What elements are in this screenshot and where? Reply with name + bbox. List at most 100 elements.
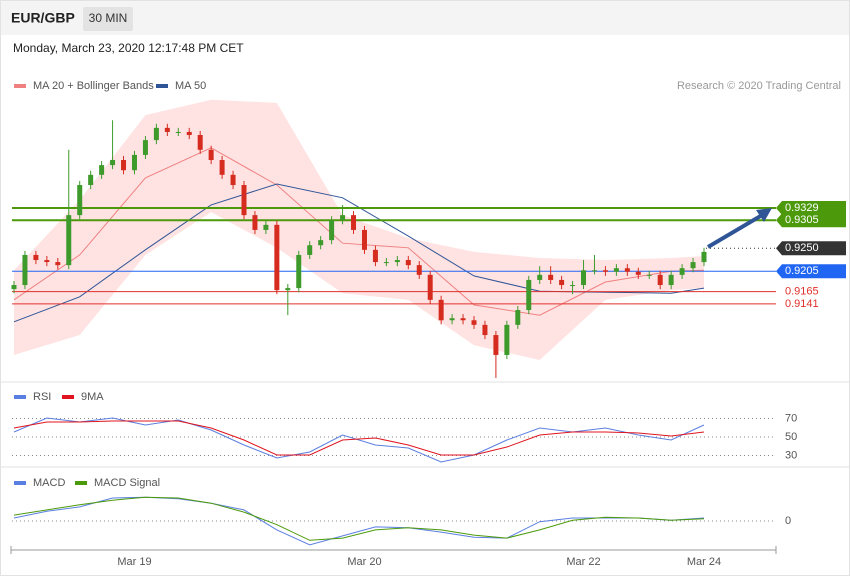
x-tick-label: Mar 24 bbox=[687, 556, 721, 568]
level-label: 0.9250 bbox=[785, 242, 819, 254]
credit: Research © 2020 Trading Central bbox=[677, 80, 841, 92]
candle-body bbox=[504, 324, 510, 355]
candle-body bbox=[526, 279, 532, 311]
y-tick-label: 70 bbox=[785, 412, 797, 424]
candle-body bbox=[493, 335, 499, 355]
candle-body bbox=[416, 265, 422, 275]
candle-body bbox=[263, 224, 269, 230]
y-tick-label: 50 bbox=[785, 431, 797, 443]
legend-swatch bbox=[14, 84, 26, 88]
candle-body bbox=[186, 131, 192, 136]
candle-body bbox=[241, 185, 247, 216]
legend-label: 9MA bbox=[81, 391, 104, 403]
candle-body bbox=[296, 254, 302, 289]
interval[interactable]: 30 MIN bbox=[89, 11, 128, 25]
candle-body bbox=[110, 160, 116, 166]
legend-swatch bbox=[14, 395, 26, 399]
level-label: 0.9165 bbox=[785, 286, 819, 298]
ma20-line bbox=[13, 147, 705, 316]
level-tag bbox=[776, 241, 846, 256]
candle-body bbox=[329, 220, 335, 241]
level-label: 0.9205 bbox=[785, 265, 819, 277]
candle-body bbox=[591, 270, 597, 272]
legend-label: RSI bbox=[33, 391, 51, 403]
legend-label: MA 50 bbox=[175, 80, 206, 92]
candle-body bbox=[701, 251, 707, 263]
candle-body bbox=[230, 174, 236, 186]
candle-body bbox=[66, 215, 72, 266]
candle-body bbox=[471, 320, 477, 325]
candle-body bbox=[427, 274, 433, 300]
candle-body bbox=[515, 310, 521, 325]
candle-body bbox=[482, 324, 488, 336]
candle-body bbox=[142, 140, 148, 155]
candle-body bbox=[219, 160, 225, 175]
candle-body bbox=[99, 165, 105, 175]
candle-body bbox=[646, 274, 652, 276]
candle-body bbox=[274, 224, 280, 291]
candle-body bbox=[570, 285, 576, 287]
candle-body bbox=[197, 135, 203, 150]
x-tick-label: Mar 22 bbox=[566, 556, 600, 568]
y-tick-label: 0 bbox=[785, 515, 791, 527]
level-tag bbox=[776, 264, 846, 279]
candle-body bbox=[361, 229, 367, 250]
forecast-arrow-head bbox=[756, 208, 772, 222]
candle-body bbox=[208, 149, 214, 161]
candle-body bbox=[668, 274, 674, 286]
candle-body bbox=[351, 215, 357, 230]
bollinger-band bbox=[14, 99, 704, 361]
candle-body bbox=[175, 131, 181, 133]
candle-body bbox=[624, 268, 630, 272]
level-label: 0.9329 bbox=[785, 202, 819, 214]
indicator-line bbox=[13, 496, 705, 546]
x-tick-label: Mar 20 bbox=[347, 556, 381, 568]
candle-body bbox=[383, 262, 389, 264]
candle-body bbox=[679, 268, 685, 275]
candle-body bbox=[613, 268, 619, 272]
candle-body bbox=[88, 174, 94, 186]
candle-body bbox=[438, 299, 444, 321]
legend-label: MACD bbox=[33, 477, 65, 489]
candle-body bbox=[449, 318, 455, 321]
candle-body bbox=[11, 285, 17, 290]
candle-body bbox=[22, 254, 28, 286]
level-label: 0.9305 bbox=[785, 214, 819, 226]
candle-body bbox=[121, 160, 127, 171]
candle-body bbox=[635, 271, 641, 275]
candle-body bbox=[690, 262, 696, 269]
level-tag bbox=[776, 213, 846, 228]
candle-body bbox=[657, 274, 663, 286]
forecast-arrow bbox=[706, 212, 766, 249]
candle-body bbox=[307, 245, 313, 255]
x-tick-label: Mar 19 bbox=[117, 556, 151, 568]
candle-body bbox=[33, 254, 39, 261]
candle-body bbox=[77, 185, 83, 216]
indicator-line bbox=[13, 420, 705, 456]
candle-body bbox=[559, 279, 565, 286]
candle-body bbox=[372, 249, 378, 263]
candle-body bbox=[460, 318, 466, 321]
symbol: EUR/GBP bbox=[11, 10, 75, 26]
candle-body bbox=[285, 288, 291, 291]
level-tag bbox=[776, 200, 846, 215]
candle-body bbox=[340, 215, 346, 221]
legend-label: MA 20 + Bollinger Bands bbox=[33, 80, 154, 92]
timestamp: Monday, March 23, 2020 12:17:48 PM CET bbox=[13, 41, 244, 55]
candle-body bbox=[55, 262, 61, 266]
legend-swatch bbox=[156, 84, 168, 88]
candle-body bbox=[548, 274, 554, 280]
candle-body bbox=[581, 270, 587, 286]
top-bar bbox=[1, 1, 849, 35]
candle-body bbox=[44, 260, 50, 263]
interval-button[interactable] bbox=[83, 7, 133, 31]
legend-swatch bbox=[62, 395, 74, 399]
ma50-line bbox=[13, 183, 705, 323]
level-label: 0.9141 bbox=[785, 298, 819, 310]
candle-body bbox=[602, 270, 608, 272]
candle-body bbox=[405, 260, 411, 266]
candle-body bbox=[252, 215, 258, 230]
legend-label: MACD Signal bbox=[94, 477, 160, 489]
candle-body bbox=[164, 127, 170, 132]
